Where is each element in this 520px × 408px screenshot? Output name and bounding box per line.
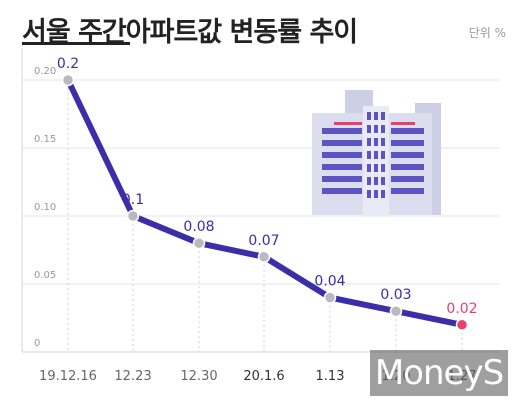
right-window-band bbox=[391, 128, 424, 134]
right-window-band bbox=[391, 188, 424, 194]
y-tick-label-3: 0.15 bbox=[34, 134, 56, 145]
data-label-0: 0.2 bbox=[57, 56, 79, 72]
data-labels: 0.2 0.1 0.08 0.07 0.04 0.03 0.02 bbox=[57, 56, 478, 317]
tower-window bbox=[367, 112, 371, 120]
left-window-band bbox=[322, 176, 362, 182]
roof-accent-left bbox=[334, 122, 362, 125]
x-tick-label-4: 1.13 bbox=[316, 369, 345, 384]
unit-label: 단위 % bbox=[468, 26, 506, 40]
right-window-band bbox=[391, 152, 424, 158]
data-point-6 bbox=[455, 318, 469, 332]
vertical-gridlines bbox=[67, 88, 463, 352]
x-tick-label-2: 12.30 bbox=[180, 369, 217, 384]
data-label-6: 0.02 bbox=[446, 301, 477, 317]
left-window-band bbox=[322, 128, 362, 134]
y-tick-label-2: 0.10 bbox=[34, 202, 56, 213]
y-axis-ticks: 0 0.05 0.10 0.15 0.20 bbox=[34, 66, 56, 349]
tower-window bbox=[374, 177, 378, 185]
title-underline bbox=[22, 42, 130, 45]
x-tick-label-0: 19.12.16 bbox=[39, 369, 97, 384]
left-window-band bbox=[322, 152, 362, 158]
tower-window bbox=[374, 164, 378, 172]
data-label-2: 0.08 bbox=[183, 219, 214, 235]
left-window-band bbox=[322, 140, 362, 146]
data-label-4: 0.04 bbox=[314, 274, 345, 290]
tower-window bbox=[374, 125, 378, 133]
series-markers bbox=[61, 73, 469, 332]
tower-window bbox=[367, 151, 371, 159]
data-label-3: 0.07 bbox=[248, 233, 279, 249]
tower-window bbox=[374, 112, 378, 120]
tower-window bbox=[367, 177, 371, 185]
data-point-0 bbox=[61, 73, 75, 87]
y-tick-label-4: 0.20 bbox=[34, 66, 56, 77]
right-window-band bbox=[391, 140, 424, 146]
x-tick-label-1: 12.23 bbox=[114, 369, 151, 384]
tower-window bbox=[381, 164, 385, 172]
tower-window bbox=[381, 151, 385, 159]
tower-window bbox=[367, 190, 371, 198]
right-window-band bbox=[391, 164, 424, 170]
left-window-band bbox=[322, 188, 362, 194]
y-tick-label-0: 0 bbox=[34, 338, 40, 349]
tower-window bbox=[381, 138, 385, 146]
tower-window bbox=[381, 112, 385, 120]
tower-window bbox=[381, 190, 385, 198]
tower-window bbox=[367, 125, 371, 133]
tower-window bbox=[374, 138, 378, 146]
tower-window bbox=[374, 151, 378, 159]
left-window-band bbox=[322, 164, 362, 170]
data-point-1 bbox=[126, 209, 140, 223]
roof-accent-right bbox=[391, 122, 415, 125]
tower-window bbox=[374, 190, 378, 198]
apartment-building-icon bbox=[312, 90, 441, 216]
tower-window bbox=[367, 164, 371, 172]
data-point-4 bbox=[323, 291, 337, 304]
data-label-5: 0.03 bbox=[380, 287, 411, 303]
right-window-band bbox=[391, 176, 424, 182]
data-point-5 bbox=[389, 304, 403, 318]
tower-window bbox=[367, 138, 371, 146]
data-point-3 bbox=[257, 250, 271, 264]
tower-window bbox=[381, 177, 385, 185]
data-label-1: 0.1 bbox=[122, 192, 144, 208]
building-tower bbox=[363, 106, 389, 216]
y-tick-label-1: 0.05 bbox=[34, 270, 56, 281]
watermark-logo: MoneyS bbox=[370, 350, 508, 396]
data-point-2 bbox=[192, 236, 206, 250]
x-tick-label-3: 20.1.6 bbox=[243, 369, 284, 384]
tower-window bbox=[381, 125, 385, 133]
